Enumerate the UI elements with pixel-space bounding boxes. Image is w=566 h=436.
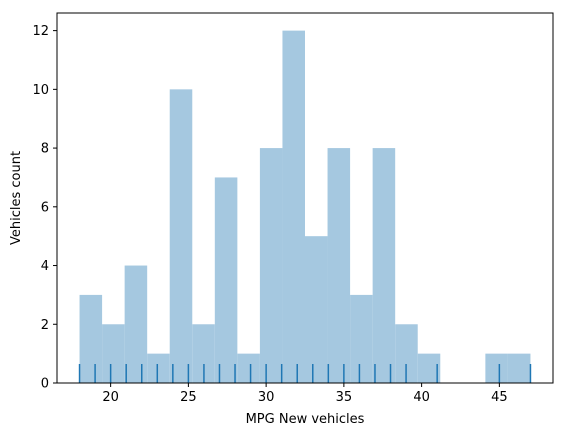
x-tick-label: 40 (413, 390, 430, 405)
y-tick-label: 10 (32, 83, 49, 98)
histogram-bar (237, 353, 260, 383)
rug-marks (78, 364, 532, 383)
x-tick-label: 30 (258, 390, 275, 405)
histogram-bar (395, 324, 418, 383)
x-axis-label: MPG New vehicles (246, 412, 365, 427)
y-tick-label: 6 (41, 200, 49, 215)
x-tick-label: 45 (491, 390, 508, 405)
y-tick-label: 4 (41, 259, 49, 274)
histogram-bar (350, 294, 373, 383)
histogram-bar (79, 294, 103, 383)
histogram-bars (79, 30, 531, 383)
histogram-bar (507, 353, 531, 383)
x-tick-label: 35 (336, 390, 353, 405)
histogram-bar (282, 30, 305, 383)
x-tick-label: 20 (102, 390, 119, 405)
y-tick-label: 12 (32, 24, 49, 39)
histogram-bar (372, 148, 396, 383)
y-axis-ticks: 0 2 4 6 8 10 12 (32, 24, 57, 392)
histogram-bar (124, 265, 148, 383)
histogram-bar (305, 236, 328, 383)
y-tick-label: 8 (41, 142, 49, 157)
histogram-bar (102, 324, 125, 383)
x-tick-label: 25 (180, 390, 197, 405)
histogram-bar (169, 89, 193, 383)
x-axis-ticks: 20 25 30 35 40 45 (102, 383, 508, 405)
histogram-bar (417, 353, 441, 383)
histogram-bar (259, 148, 283, 383)
y-axis-label: Vehicles count (9, 151, 24, 245)
histogram-bar (327, 148, 351, 383)
histogram-bar (192, 324, 215, 383)
histogram-bar (214, 177, 238, 383)
histogram-bar (485, 353, 508, 383)
histogram-bar (147, 353, 170, 383)
plot-frame (56, 12, 554, 384)
y-tick-label: 0 (41, 377, 49, 392)
y-tick-label: 2 (41, 318, 49, 333)
